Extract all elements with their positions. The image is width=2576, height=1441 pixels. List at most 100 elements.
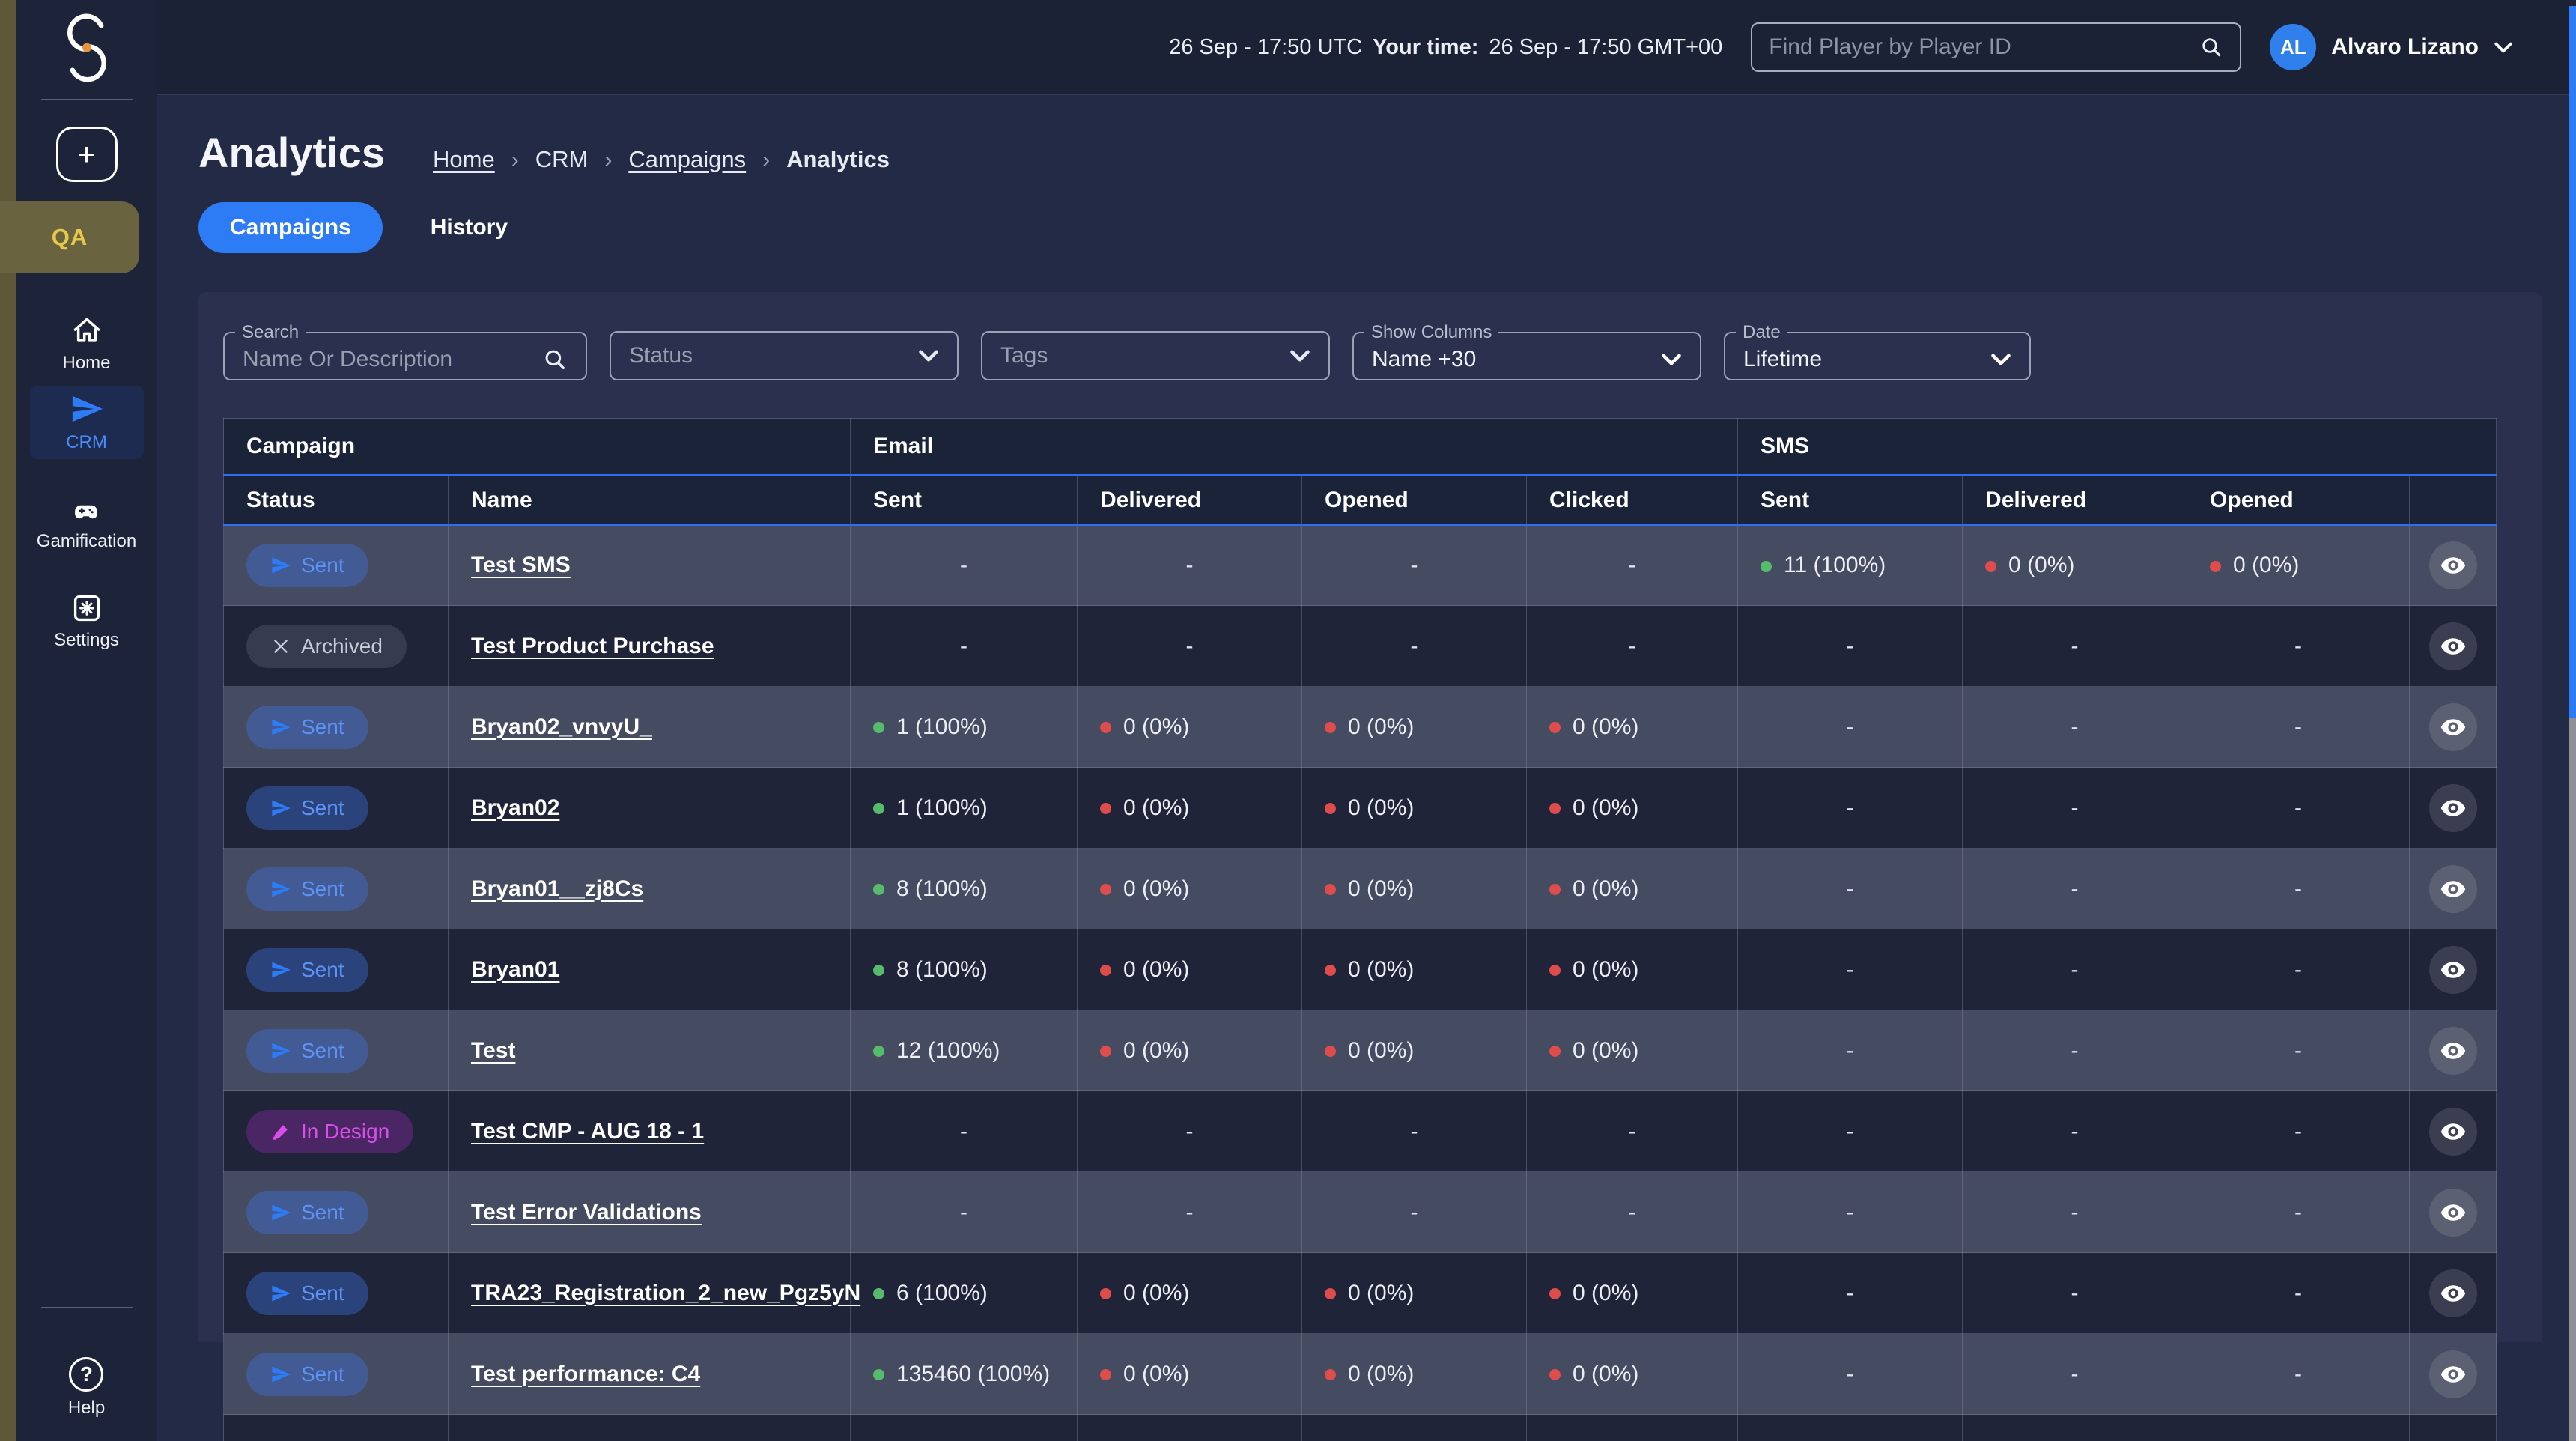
- dash-cell: -: [1301, 1090, 1527, 1172]
- user-name: Alvaro Lizano: [2331, 34, 2479, 59]
- name-cell: Test: [448, 1010, 851, 1091]
- metric-cell: 0 (0%): [1962, 524, 2188, 606]
- name-cell: Bryan01__zj8Cs: [448, 848, 851, 929]
- view-analytics-button[interactable]: [2428, 1107, 2477, 1156]
- status-chip: Sent: [246, 1190, 368, 1234]
- send-icon: [72, 395, 103, 422]
- search-input[interactable]: [243, 347, 532, 372]
- sidebar-item-gamification[interactable]: Gamification: [37, 500, 136, 552]
- plus-icon: +: [77, 136, 96, 172]
- scrollbar-thumb[interactable]: [2569, 6, 2576, 718]
- local-time: 26 Sep - 17:50 GMT+00: [1489, 34, 1723, 59]
- campaign-name-link[interactable]: Bryan01__zj8Cs: [471, 876, 644, 901]
- metric-cell: 0 (0%): [1077, 1333, 1302, 1415]
- add-button[interactable]: +: [55, 127, 118, 182]
- view-analytics-button[interactable]: [2428, 1269, 2477, 1317]
- breadcrumb-home[interactable]: Home: [433, 146, 495, 172]
- view-analytics-button[interactable]: [2428, 945, 2477, 994]
- campaign-name-link[interactable]: Test performance: C4: [471, 1361, 701, 1386]
- search-icon[interactable]: [2199, 35, 2223, 59]
- table-row: Archived Test Product Purchase - - - - - - -: [223, 605, 2497, 687]
- dash-cell: -: [2187, 1090, 2411, 1172]
- settings-icon: [73, 595, 100, 622]
- send-icon: [272, 800, 291, 816]
- status-filter[interactable]: Status: [610, 331, 959, 380]
- table-group-header-row: Campaign Email SMS: [223, 418, 2497, 476]
- status-chip: Sent: [246, 705, 368, 749]
- campaign-name-link[interactable]: Bryan02_vnvyU_: [471, 714, 652, 739]
- view-analytics-button[interactable]: [2428, 864, 2477, 913]
- date-filter[interactable]: Date Lifetime: [1724, 322, 2031, 380]
- red-dot-icon: [1325, 722, 1336, 734]
- empty-cell: [1525, 1414, 1739, 1441]
- metric-cell: 0 (0%): [1077, 929, 1302, 1010]
- sidebar-item-settings[interactable]: Settings: [54, 592, 119, 651]
- breadcrumb-analytics: Analytics: [786, 146, 890, 172]
- red-dot-icon: [1325, 884, 1336, 896]
- eye-icon: [2440, 1204, 2465, 1221]
- status-cell: Sent: [223, 686, 449, 768]
- tags-filter[interactable]: Tags: [981, 331, 1330, 380]
- view-analytics-button[interactable]: [2428, 1350, 2477, 1398]
- actions-cell: [2409, 524, 2497, 606]
- breadcrumb-separator-icon: ›: [604, 148, 613, 172]
- red-dot-icon: [1100, 1288, 1111, 1300]
- actions-cell: [2409, 1090, 2497, 1172]
- tab-campaigns[interactable]: Campaigns: [198, 202, 383, 253]
- campaign-name-link[interactable]: TRA23_Registration_2_new_Pgz5yN: [471, 1280, 861, 1305]
- group-header-sms: SMS: [1737, 418, 2497, 476]
- dash-cell: -: [1525, 524, 1739, 606]
- view-analytics-button[interactable]: [2428, 541, 2477, 589]
- campaign-name-link[interactable]: Bryan01: [471, 956, 560, 982]
- view-analytics-button[interactable]: [2428, 783, 2477, 832]
- campaign-name-link[interactable]: Test CMP - AUG 18 - 1: [471, 1118, 705, 1144]
- eye-icon: [2440, 799, 2465, 816]
- empty-cell: [1077, 1414, 1302, 1441]
- metric-value: 0 (0%): [1348, 956, 1415, 982]
- tab-history[interactable]: History: [430, 215, 508, 240]
- campaign-name-link[interactable]: Test SMS: [471, 553, 571, 577]
- send-icon: [272, 881, 291, 897]
- sidebar-item-crm[interactable]: CRM: [29, 386, 144, 459]
- column-header-sms-delivered: Delivered: [1962, 475, 2188, 526]
- view-analytics-button[interactable]: [2428, 1188, 2477, 1237]
- metric-value: 0 (0%): [1573, 876, 1639, 901]
- tags-filter-placeholder: Tags: [1000, 343, 1048, 368]
- name-cell: Test Error Validations: [448, 1171, 851, 1253]
- empty-cell: [2187, 1414, 2411, 1441]
- dash-cell: -: [850, 1171, 1078, 1253]
- dash-cell: -: [1301, 1171, 1527, 1253]
- column-header-status: Status: [223, 475, 449, 526]
- show-columns-filter[interactable]: Show Columns Name +30: [1352, 322, 1701, 380]
- empty-cell: [448, 1414, 851, 1441]
- green-dot-icon: [873, 1369, 884, 1381]
- page-scrollbar[interactable]: [2569, 0, 2576, 1441]
- show-columns-value: Name +30: [1372, 347, 1477, 371]
- campaign-name-link[interactable]: Test Product Purchase: [471, 633, 714, 658]
- dash-cell: -: [850, 1090, 1078, 1172]
- metric-value: 1 (100%): [896, 714, 988, 739]
- user-menu[interactable]: AL Alvaro Lizano: [2270, 24, 2513, 70]
- column-header-sms-sent: Sent: [1737, 475, 1963, 526]
- campaign-name-link[interactable]: Test Error Validations: [471, 1199, 702, 1225]
- green-dot-icon: [873, 803, 884, 815]
- chevron-down-icon: [2494, 42, 2512, 52]
- breadcrumb-campaigns[interactable]: Campaigns: [628, 146, 747, 172]
- search-icon[interactable]: [542, 347, 568, 372]
- view-analytics-button[interactable]: [2428, 703, 2477, 751]
- sidebar-item-help[interactable]: ? Help: [68, 1357, 105, 1419]
- group-header-campaign: Campaign: [223, 418, 851, 476]
- workspace-badge[interactable]: QA: [0, 201, 139, 273]
- campaign-name-link[interactable]: Bryan02: [471, 795, 560, 820]
- dash-cell: -: [1962, 686, 2188, 768]
- sidebar-item-home[interactable]: Home: [62, 314, 111, 374]
- campaign-name-link[interactable]: Test: [471, 1037, 516, 1063]
- view-analytics-button[interactable]: [2428, 622, 2477, 670]
- dash-cell: -: [1077, 605, 1302, 687]
- player-search-input[interactable]: [1769, 34, 2190, 60]
- dash-cell: -: [1525, 1171, 1739, 1253]
- gamepad-icon: [75, 505, 98, 519]
- red-dot-icon: [1549, 1046, 1561, 1058]
- status-cell: Sent: [223, 524, 449, 606]
- view-analytics-button[interactable]: [2428, 1026, 2477, 1075]
